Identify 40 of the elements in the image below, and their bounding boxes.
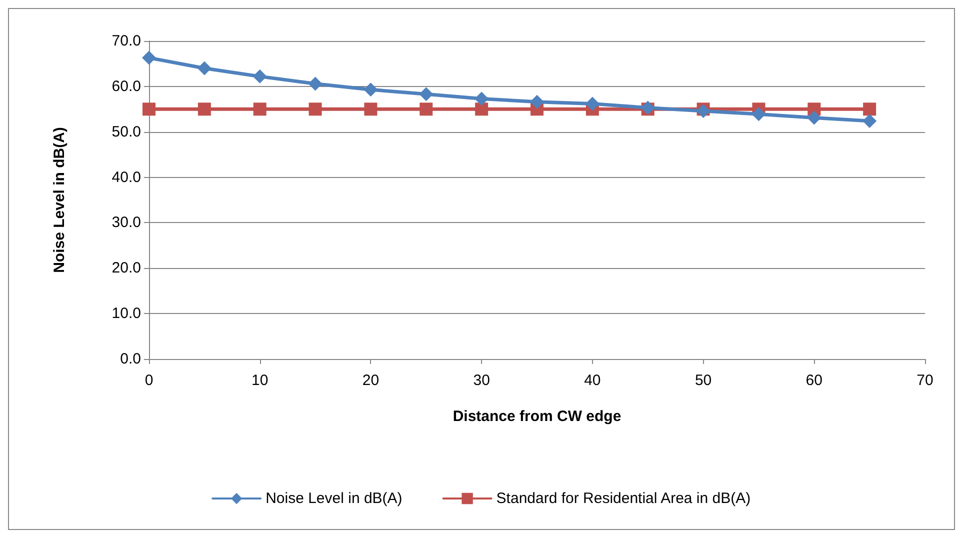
point	[530, 94, 544, 109]
point	[253, 102, 266, 116]
point	[364, 82, 378, 97]
point	[752, 107, 766, 122]
point	[142, 102, 156, 116]
x-tick-label: 10	[252, 372, 268, 389]
x-tick-label: 40	[584, 372, 601, 389]
legend-label: Noise Level in dB(A)	[266, 490, 402, 507]
x-tick-label: 70	[916, 372, 934, 389]
point	[197, 61, 212, 76]
point	[364, 102, 378, 116]
y-tick-label: 30.0	[112, 214, 141, 232]
point	[308, 102, 322, 116]
point	[198, 102, 211, 116]
point	[142, 50, 156, 65]
x-axis-title: Distance from CW edge	[452, 408, 622, 425]
y-tick-label: 60.0	[112, 78, 141, 95]
point	[474, 92, 489, 106]
y-tick-label: 70.0	[112, 32, 141, 50]
point	[308, 76, 322, 91]
y-tick-label: 50.0	[112, 123, 141, 140]
x-tick-label: 50	[694, 372, 712, 389]
point	[252, 69, 267, 84]
point	[862, 114, 877, 128]
x-tick-label: 60	[806, 372, 822, 389]
point	[585, 96, 600, 111]
point	[419, 87, 434, 102]
y-axis-title: Noise Level in dB(A)	[51, 127, 68, 273]
point	[863, 102, 876, 116]
y-tick-label: 0.0	[120, 350, 141, 368]
legend-label: Standard for Residential Area in dB(A)	[496, 490, 751, 507]
x-tick-label: 20	[362, 372, 380, 389]
x-tick-label: 30	[473, 372, 490, 389]
y-tick-label: 40.0	[112, 168, 141, 186]
point	[420, 102, 433, 116]
x-tick-label: 0	[144, 372, 154, 389]
point	[475, 102, 488, 116]
y-tick-label: 20.0	[112, 260, 141, 277]
y-tick-label: 10.0	[112, 305, 141, 322]
point	[807, 110, 822, 125]
